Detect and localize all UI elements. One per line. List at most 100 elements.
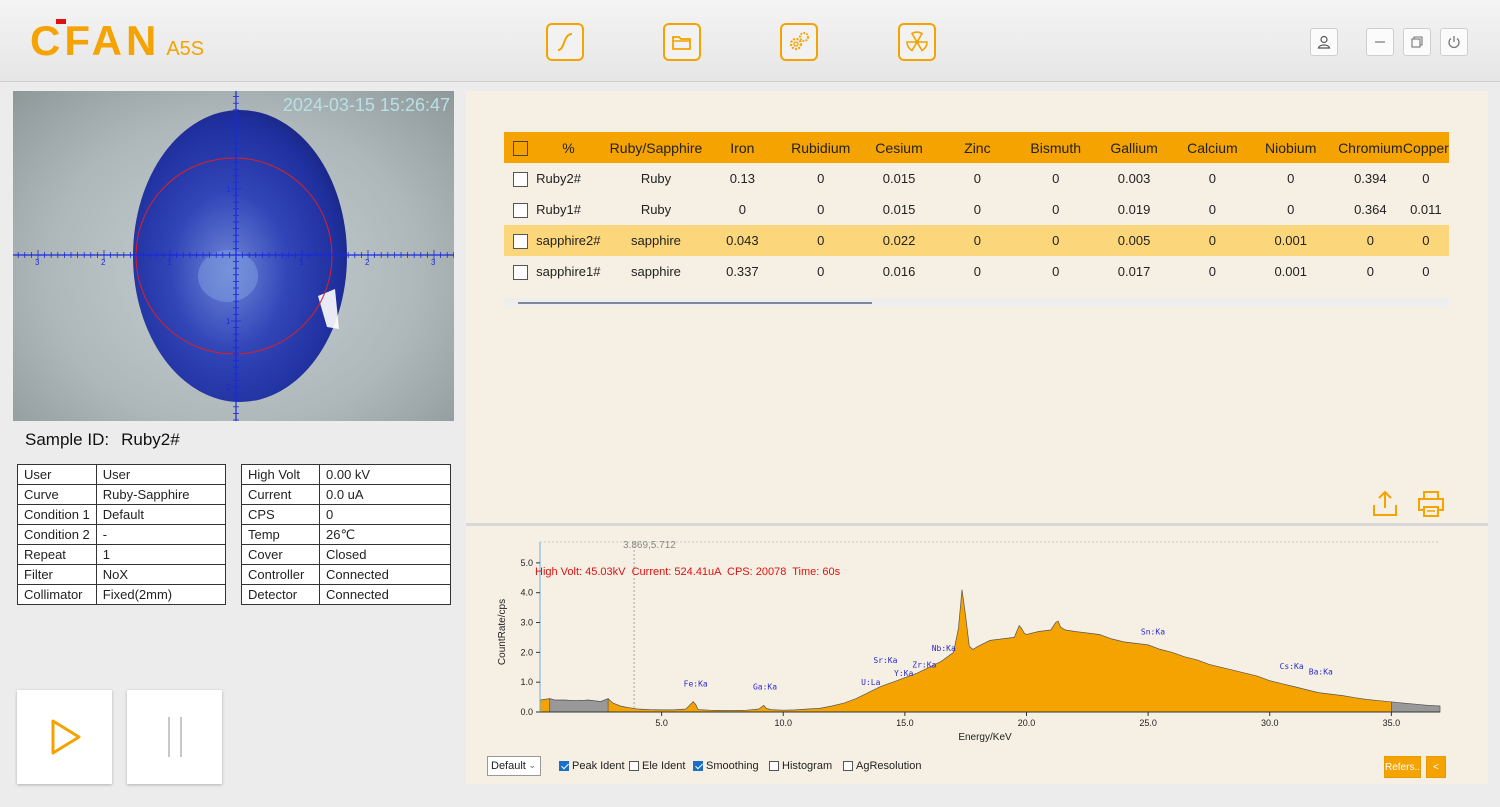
checkbox[interactable] [559,761,569,771]
checkbox-label: Smoothing [706,760,759,772]
column-header[interactable]: Cesium [867,132,931,163]
cursor-readout: 3.869,5.712 [623,540,676,551]
gears-icon [789,32,809,51]
info-left-label: Condition 2 [17,524,97,545]
info-left-row: Filter NoX [17,564,227,585]
option-agresolution[interactable]: AgResolution [843,760,921,772]
info-right-label: Cover [241,544,320,565]
preset-select[interactable]: Default ⌄ [487,756,541,776]
column-header[interactable]: Bismuth [1024,132,1087,163]
table-cell: sapphire [631,264,681,279]
checkbox[interactable] [769,761,779,771]
table-cell: 0 [1024,225,1087,256]
table-cell: 0.364 [1354,202,1387,217]
checkbox[interactable] [629,761,639,771]
export-button[interactable] [1370,489,1400,524]
row-checkbox[interactable] [512,264,528,280]
option-smoothing[interactable]: Smoothing [693,760,759,772]
option-ele-ident[interactable]: Ele Ident [629,760,685,772]
table-cell: 0 [817,171,825,186]
table-row[interactable]: Ruby1# Ruby 0 0 0.015 0 0 0.019 0 0 0.364 0.011 [504,194,1449,225]
user-icon [1317,35,1331,49]
checkbox[interactable] [693,761,703,771]
column-header[interactable]: Iron [711,132,774,163]
user-button[interactable] [1310,28,1338,56]
peak-label: Y:Ka [894,669,913,678]
restore-button[interactable] [1403,28,1431,56]
power-button[interactable] [1440,28,1468,56]
panel-divider[interactable] [466,523,1488,526]
spectrum-chart[interactable]: 5.0 10.0 15.0 20.0 25.0 30.0 35.0 0.0 1.0 2.0 3.0 4… [480,532,1480,752]
results-panel [466,91,1488,523]
settings-button[interactable] [780,23,818,61]
pause-button[interactable] [127,690,222,784]
select-all-checkbox[interactable] [512,140,528,156]
row-checkbox[interactable] [512,202,528,218]
camera-tick-label: 1 [226,185,231,194]
table-cell: 0 [973,202,981,217]
table-cell: 0 [1287,171,1295,186]
curve-button[interactable] [546,23,584,61]
table-row[interactable]: sapphire1# sapphire 0.337 0 0.016 0 0 0.017 0 0.0… [504,256,1449,287]
table-cell: sapphire2# [536,225,601,256]
collapse-button[interactable]: < [1426,756,1446,778]
results-scrollbar[interactable] [504,298,1449,307]
peak-label: U:La [861,678,880,687]
open-folder-button[interactable] [663,23,701,61]
select-all-cell [504,132,537,163]
row-checkbox[interactable] [512,233,528,249]
table-cell: 0 [1422,171,1430,186]
scrollbar-thumb[interactable] [518,302,872,304]
radiation-button[interactable] [898,23,936,61]
row-checkbox-cell [504,225,537,256]
info-left-value: Ruby-Sapphire [95,484,227,505]
camera-view[interactable]: 3 2 1 1 2 3 2 1 1 2 2024-03-15 15:26:47 [13,91,454,421]
info-right-label: Detector [241,584,320,605]
camera-tick-label: 2 [365,258,370,267]
info-right-value: Connected [319,564,451,585]
brand-name: CFAN [30,17,161,64]
table-row[interactable]: Ruby2# Ruby 0.13 0 0.015 0 0 0.003 0 0 0.394 0 [504,163,1449,194]
info-right-label: High Volt [241,464,320,485]
start-button[interactable] [17,690,112,784]
option-peak-ident[interactable]: Peak Ident [559,760,625,772]
info-right-value: 0 [319,504,451,525]
table-cell: sapphire1# [536,264,601,279]
table-cell: Ruby [640,202,672,217]
checkbox[interactable] [843,761,853,771]
table-cell: 0.394 [1354,171,1387,186]
info-table-right: High Volt 0.00 kV Current 0.0 uA CPS 0 Temp 26℃… [241,464,451,605]
info-left-value: Fixed(2mm) [95,584,227,605]
print-button[interactable] [1416,489,1446,524]
table-row[interactable]: sapphire2# sapphire 0.043 0 0.022 0 0 0.005 0 0.0… [504,225,1449,256]
gemstone-image: 3 2 1 1 2 3 2 1 1 2 [13,91,454,421]
option-histogram[interactable]: Histogram [769,760,832,772]
camera-tick-label: 2 [226,383,231,392]
peak-label: Ba:Ka [1309,668,1333,677]
curve-icon [557,33,573,51]
column-header[interactable]: % [536,132,601,163]
peak-label: Cs:Ka [1280,662,1304,671]
table-cell: 0 [1337,225,1403,256]
column-header[interactable]: Rubidium [773,132,868,163]
column-header[interactable]: Niobium [1243,132,1338,163]
x-tick-label: 10.0 [774,718,792,728]
minimize-button[interactable] [1366,28,1394,56]
table-cell: 0 [1181,225,1244,256]
column-header[interactable]: Ruby/Sapphire [600,132,712,163]
table-cell: 0 [1208,171,1216,186]
row-checkbox-cell [504,256,536,287]
column-header[interactable]: Copper [1402,132,1449,163]
refers-button[interactable]: Refers.. [1384,756,1421,778]
row-checkbox[interactable] [512,171,528,187]
column-header[interactable]: Gallium [1086,132,1182,163]
column-header[interactable]: Calcium [1181,132,1244,163]
info-left-value: Default [95,504,227,525]
checkbox-label: AgResolution [856,760,922,772]
column-header[interactable]: Chromium [1337,132,1403,163]
column-header[interactable]: Zinc [930,132,1025,163]
chevron-down-icon: ⌄ [528,760,536,770]
power-icon [1448,36,1460,49]
camera-tick-label: 1 [167,258,172,267]
y-tick-label: 1.0 [520,677,533,687]
